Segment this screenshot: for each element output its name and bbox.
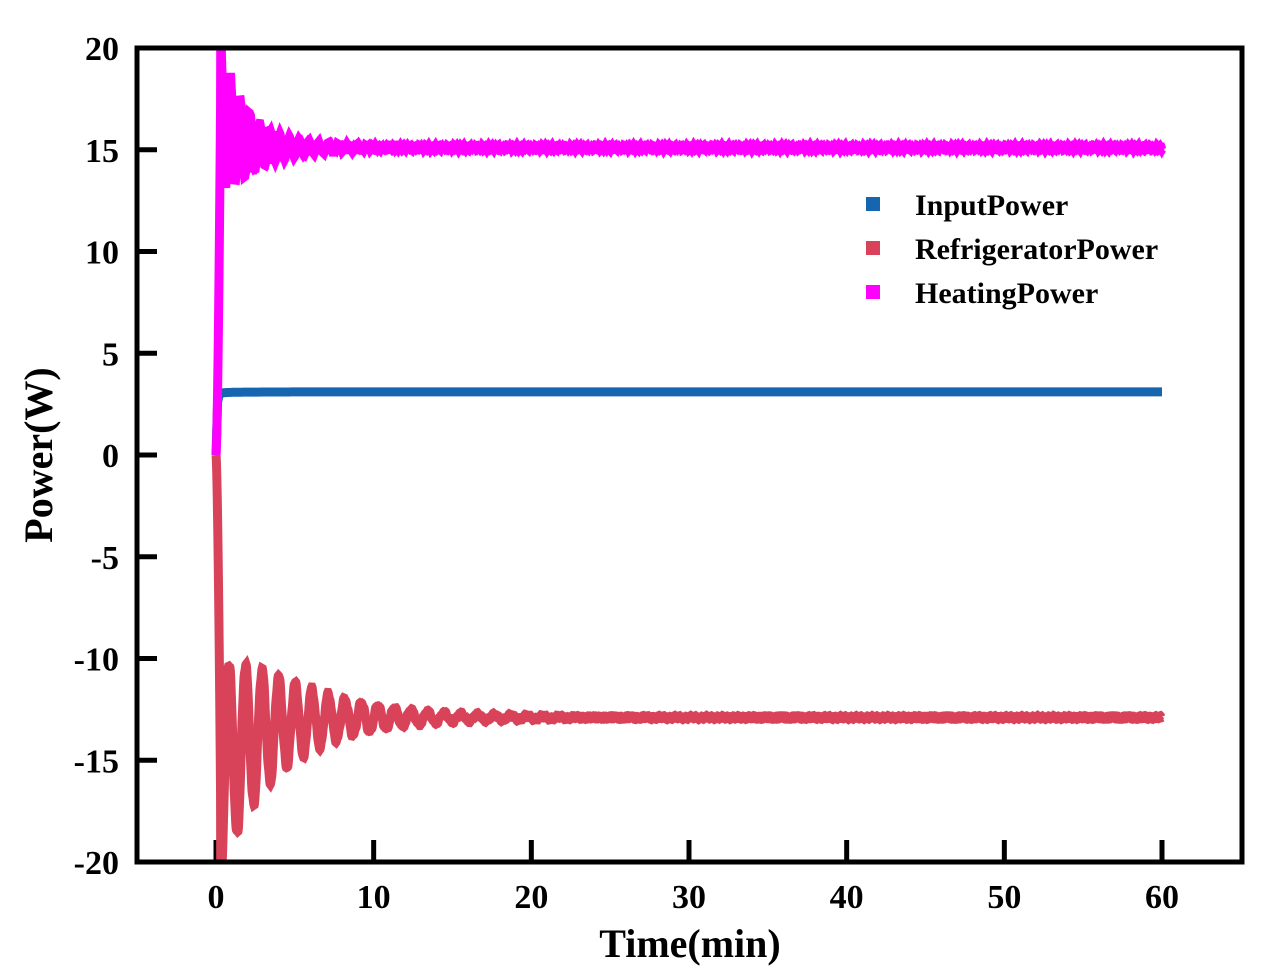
x-tick-label: 30 xyxy=(672,879,706,916)
x-tick-label: 10 xyxy=(357,879,391,916)
legend-label-inputpower: InputPower xyxy=(915,189,1068,222)
data-series-group xyxy=(211,50,1167,860)
series-line-heatingpower xyxy=(211,50,1167,456)
y-tick-label: 10 xyxy=(85,235,119,272)
legend-label-heatingpower: HeatingPower xyxy=(915,277,1098,310)
series-line-refrigeratorpower xyxy=(211,454,1166,860)
legend-label-refrigeratorpower: RefrigeratorPower xyxy=(915,233,1158,266)
x-axis-title: Time(min) xyxy=(599,921,780,966)
y-tick-label: 5 xyxy=(102,336,119,373)
y-axis-ticks xyxy=(137,147,157,763)
y-tick-label: -15 xyxy=(74,743,119,780)
y-axis-tick-labels: 20 15 10 5 0 -5 -10 -15 -20 xyxy=(74,31,119,882)
y-tick-label: 0 xyxy=(102,438,119,475)
x-tick-label: 60 xyxy=(1145,879,1179,916)
y-tick-label: 20 xyxy=(85,31,119,68)
y-axis-title: Power(W) xyxy=(16,367,61,542)
y-tick-label: -5 xyxy=(91,540,119,577)
x-axis-ticks xyxy=(213,840,1165,862)
series-line-inputpower xyxy=(211,387,1162,456)
x-tick-label: 40 xyxy=(830,879,864,916)
legend-swatch-heatingpower xyxy=(866,285,880,299)
y-tick-label: -10 xyxy=(74,642,119,679)
x-tick-label: 0 xyxy=(208,879,225,916)
y-tick-label: 15 xyxy=(85,133,119,170)
x-axis-tick-labels: 0 10 20 30 40 50 60 xyxy=(208,879,1180,916)
x-tick-label: 20 xyxy=(514,879,548,916)
legend-swatch-refrigeratorpower xyxy=(866,241,880,255)
x-tick-label: 50 xyxy=(987,879,1021,916)
y-tick-label: -20 xyxy=(74,845,119,882)
legend-swatch-inputpower xyxy=(866,197,880,211)
chart-legend: InputPower RefrigeratorPower HeatingPower xyxy=(866,189,1158,310)
